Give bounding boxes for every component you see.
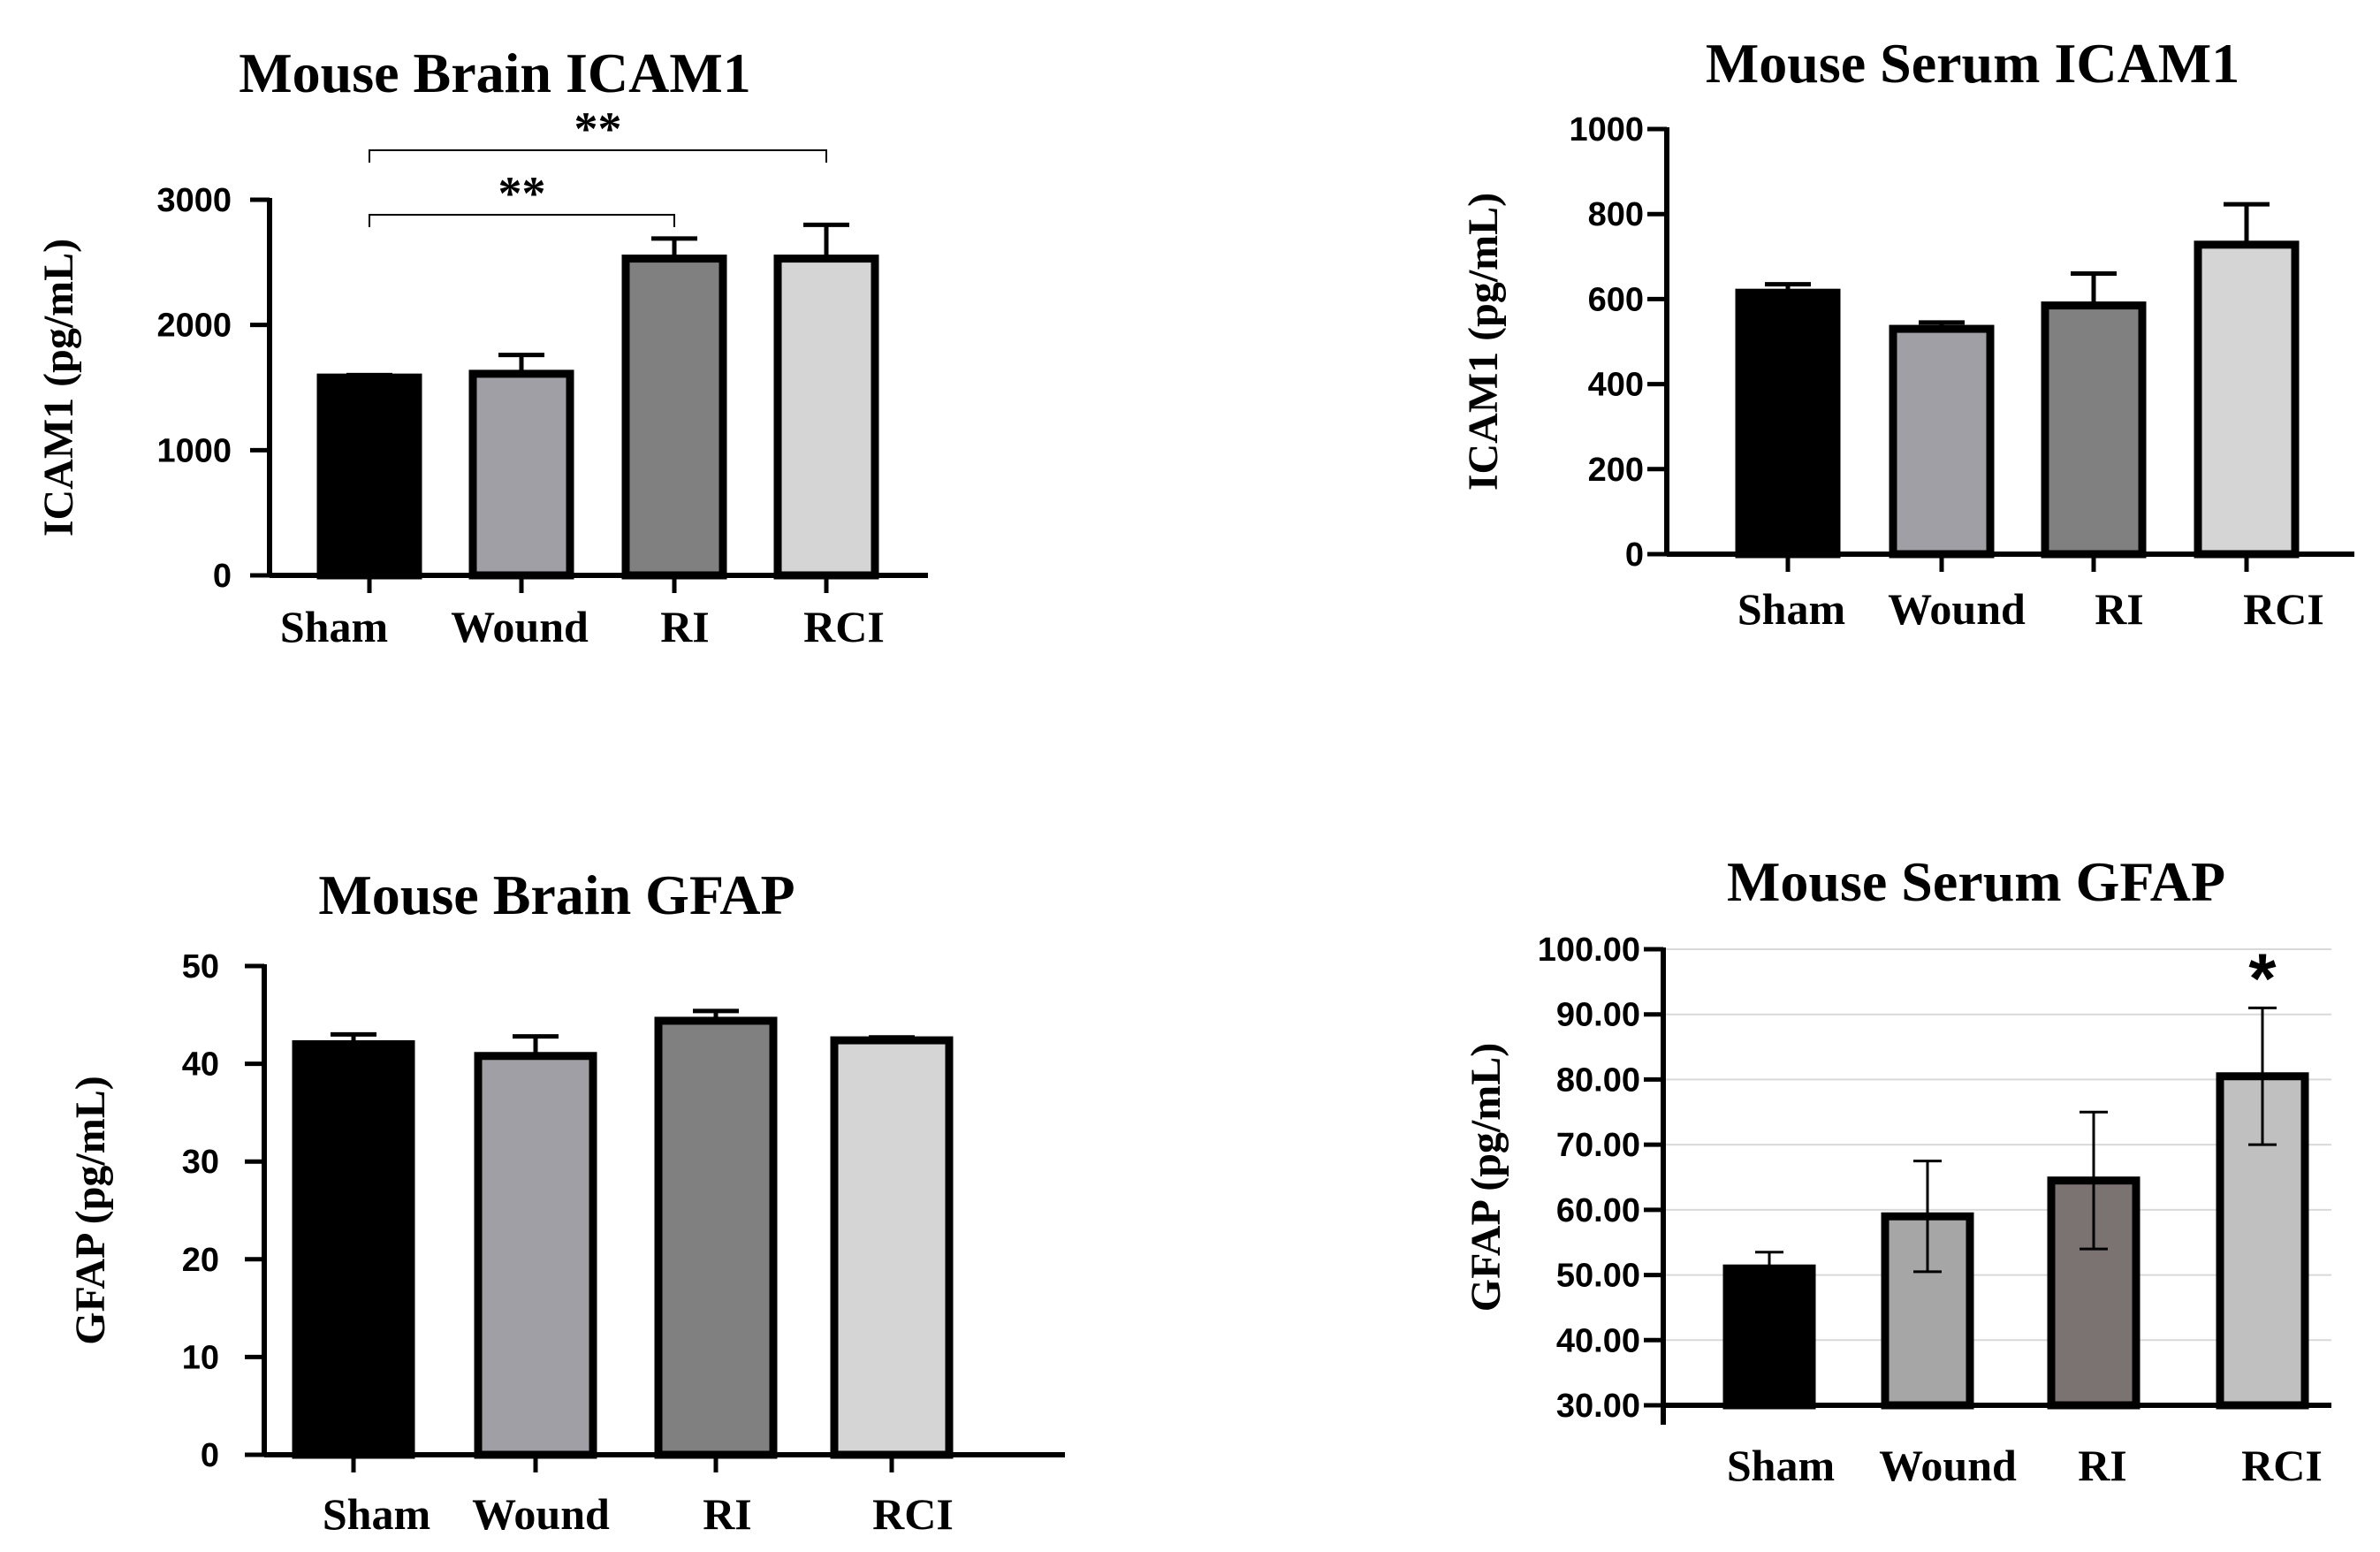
category-label: RCI bbox=[803, 602, 885, 651]
bar-ri bbox=[621, 255, 727, 580]
y-tick-label: 40.00 bbox=[1556, 1322, 1640, 1359]
bar-sham bbox=[1722, 1264, 1816, 1410]
category-label: Wound bbox=[1888, 584, 2026, 634]
bar-wound bbox=[1889, 324, 1995, 559]
category-label: Sham bbox=[323, 1489, 430, 1539]
bar-wound bbox=[474, 1052, 597, 1459]
chart-title: Mouse Serum GFAP bbox=[1727, 850, 2225, 913]
category-label: Wound bbox=[1879, 1441, 2017, 1490]
y-tick-label: 0 bbox=[1625, 536, 1644, 574]
plot-area bbox=[250, 149, 928, 593]
category-label: RI bbox=[660, 602, 710, 651]
y-tick-label: 0 bbox=[213, 558, 232, 595]
bar-rci bbox=[830, 1036, 954, 1459]
bar-ri bbox=[654, 1016, 778, 1459]
significance-marker: * bbox=[2248, 939, 2277, 1017]
y-axis-label: GFAP (pg/mL) bbox=[1463, 1043, 1509, 1312]
significance-bracket bbox=[369, 149, 827, 163]
serum-icam1-chart: Mouse Serum ICAM1 ICAM1 (pg/mL) Sham Wound R… bbox=[1460, 32, 2354, 634]
y-tick-label: 100.00 bbox=[1538, 932, 1640, 969]
y-tick-label: 800 bbox=[1588, 196, 1644, 233]
category-label: Sham bbox=[1727, 1441, 1835, 1490]
significance-bracket bbox=[369, 214, 675, 227]
plot-area bbox=[1644, 947, 2331, 1425]
bar-sham bbox=[1735, 288, 1841, 559]
significance-label: ** bbox=[498, 167, 546, 220]
chart-title: Mouse Brain GFAP bbox=[318, 863, 795, 926]
y-tick-label: 40 bbox=[182, 1046, 219, 1084]
significance-label: ** bbox=[574, 103, 622, 156]
y-tick-label: 30.00 bbox=[1556, 1388, 1640, 1425]
chart-title: Mouse Serum ICAM1 bbox=[1706, 32, 2239, 95]
y-tick-label: 1000 bbox=[156, 432, 232, 469]
y-tick-label: 2000 bbox=[156, 308, 232, 345]
y-tick-label: 1000 bbox=[1569, 111, 1644, 148]
y-tick-label: 30 bbox=[182, 1144, 219, 1181]
y-tick-label: 20 bbox=[182, 1242, 219, 1279]
bar-wound bbox=[468, 369, 574, 580]
brain-gfap-chart: Mouse Brain GFAP GFAP (pg/mL) Sham Wound RI R… bbox=[67, 863, 1065, 1539]
bar-rci bbox=[773, 255, 879, 580]
category-label: RCI bbox=[872, 1489, 954, 1539]
y-tick-label: 70.00 bbox=[1556, 1127, 1640, 1164]
y-tick-label: 3000 bbox=[156, 182, 232, 219]
y-tick-label: 50 bbox=[182, 948, 219, 985]
brain-icam1-chart: Mouse Brain ICAM1 ICAM1 (pg/mL) Sham Wound R… bbox=[35, 42, 928, 651]
category-label: Sham bbox=[280, 602, 388, 651]
category-label: Wound bbox=[451, 602, 589, 651]
y-axis-label: ICAM1 (pg/mL) bbox=[1460, 193, 1507, 491]
plot-area bbox=[1647, 126, 2354, 572]
bar-ri bbox=[2041, 301, 2147, 559]
bar-sham bbox=[292, 1039, 415, 1459]
category-label: RI bbox=[2078, 1441, 2127, 1490]
y-tick-label: 80.00 bbox=[1556, 1061, 1640, 1099]
chart-title: Mouse Brain ICAM1 bbox=[239, 42, 751, 104]
y-tick-label: 600 bbox=[1588, 281, 1644, 318]
y-axis-label: GFAP (pg/mL) bbox=[67, 1076, 114, 1344]
y-tick-label: 90.00 bbox=[1556, 997, 1640, 1034]
y-tick-label: 10 bbox=[182, 1339, 219, 1376]
y-tick-label: 200 bbox=[1588, 452, 1644, 489]
bar-rci bbox=[2194, 240, 2300, 559]
category-label: Sham bbox=[1737, 584, 1845, 634]
serum-gfap-chart: Mouse Serum GFAP GFAP (pg/mL) Sham Wound RI R… bbox=[1463, 850, 2331, 1490]
category-label: RI bbox=[2095, 584, 2144, 634]
bar-sham bbox=[316, 373, 422, 580]
y-tick-label: 0 bbox=[201, 1437, 219, 1474]
y-tick-label: 400 bbox=[1588, 367, 1644, 404]
category-label: RCI bbox=[2243, 584, 2324, 634]
plot-area bbox=[245, 963, 1065, 1472]
category-label: RI bbox=[703, 1489, 752, 1539]
y-axis-label: ICAM1 (pg/mL) bbox=[35, 239, 82, 536]
category-label: RCI bbox=[2241, 1441, 2323, 1490]
y-tick-label: 60.00 bbox=[1556, 1192, 1640, 1229]
y-tick-label: 50.00 bbox=[1556, 1258, 1640, 1295]
category-label: Wound bbox=[472, 1489, 610, 1539]
